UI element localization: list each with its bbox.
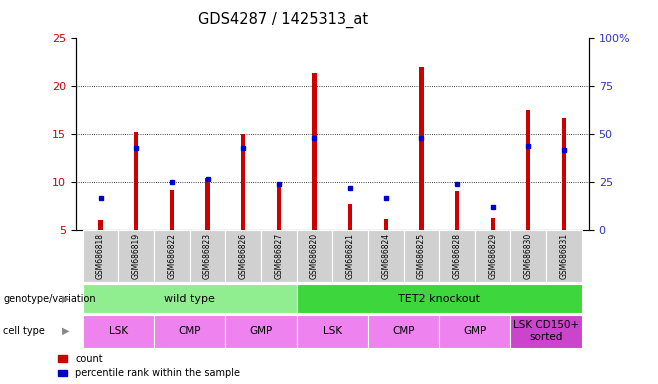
- Bar: [526, 111, 530, 230]
- Text: GSM686820: GSM686820: [310, 233, 319, 280]
- Bar: [225, 315, 297, 348]
- Text: GSM686823: GSM686823: [203, 233, 212, 280]
- Text: GMP: GMP: [249, 326, 272, 336]
- Text: GSM686828: GSM686828: [453, 233, 461, 279]
- Text: GSM686825: GSM686825: [417, 233, 426, 280]
- Bar: [154, 315, 225, 348]
- Bar: [368, 230, 403, 282]
- Bar: [368, 315, 440, 348]
- Text: GSM686827: GSM686827: [274, 233, 284, 280]
- Bar: [190, 230, 225, 282]
- Text: GSM686830: GSM686830: [524, 233, 533, 280]
- Bar: [297, 284, 582, 313]
- Bar: [118, 230, 154, 282]
- Bar: [419, 67, 424, 230]
- Bar: [170, 190, 174, 230]
- Bar: [562, 118, 566, 230]
- Bar: [511, 315, 582, 348]
- Bar: [154, 230, 190, 282]
- Text: GMP: GMP: [463, 326, 486, 336]
- Bar: [546, 230, 582, 282]
- Text: ▶: ▶: [62, 326, 69, 336]
- Bar: [83, 315, 154, 348]
- Text: TET2 knockout: TET2 knockout: [398, 293, 480, 304]
- Bar: [491, 218, 495, 230]
- Text: LSK: LSK: [322, 326, 342, 336]
- Bar: [261, 230, 297, 282]
- Bar: [440, 315, 511, 348]
- Bar: [83, 284, 297, 313]
- Bar: [99, 220, 103, 230]
- Bar: [455, 191, 459, 230]
- Text: GSM686824: GSM686824: [381, 233, 390, 280]
- Bar: [83, 230, 118, 282]
- Bar: [384, 219, 388, 230]
- Text: GSM686826: GSM686826: [239, 233, 247, 280]
- Bar: [134, 132, 138, 230]
- Text: GSM686819: GSM686819: [132, 233, 141, 280]
- Bar: [241, 134, 245, 230]
- Legend: count, percentile rank within the sample: count, percentile rank within the sample: [57, 354, 240, 378]
- Bar: [225, 230, 261, 282]
- Bar: [276, 182, 281, 230]
- Bar: [348, 204, 352, 230]
- Text: GSM686822: GSM686822: [167, 233, 176, 279]
- Text: LSK CD150+
sorted: LSK CD150+ sorted: [513, 320, 579, 342]
- Bar: [205, 177, 210, 230]
- Bar: [297, 230, 332, 282]
- Bar: [297, 315, 368, 348]
- Text: ▶: ▶: [62, 293, 69, 304]
- Text: GSM686821: GSM686821: [345, 233, 355, 279]
- Bar: [511, 230, 546, 282]
- Bar: [332, 230, 368, 282]
- Text: genotype/variation: genotype/variation: [3, 293, 96, 304]
- Bar: [475, 230, 511, 282]
- Text: GSM686831: GSM686831: [559, 233, 569, 280]
- Text: CMP: CMP: [178, 326, 201, 336]
- Bar: [403, 230, 440, 282]
- Text: cell type: cell type: [3, 326, 45, 336]
- Text: LSK: LSK: [109, 326, 128, 336]
- Text: GSM686829: GSM686829: [488, 233, 497, 280]
- Text: GSM686818: GSM686818: [96, 233, 105, 279]
- Bar: [440, 230, 475, 282]
- Text: GDS4287 / 1425313_at: GDS4287 / 1425313_at: [198, 12, 368, 28]
- Text: CMP: CMP: [392, 326, 415, 336]
- Bar: [313, 73, 316, 230]
- Text: wild type: wild type: [164, 293, 215, 304]
